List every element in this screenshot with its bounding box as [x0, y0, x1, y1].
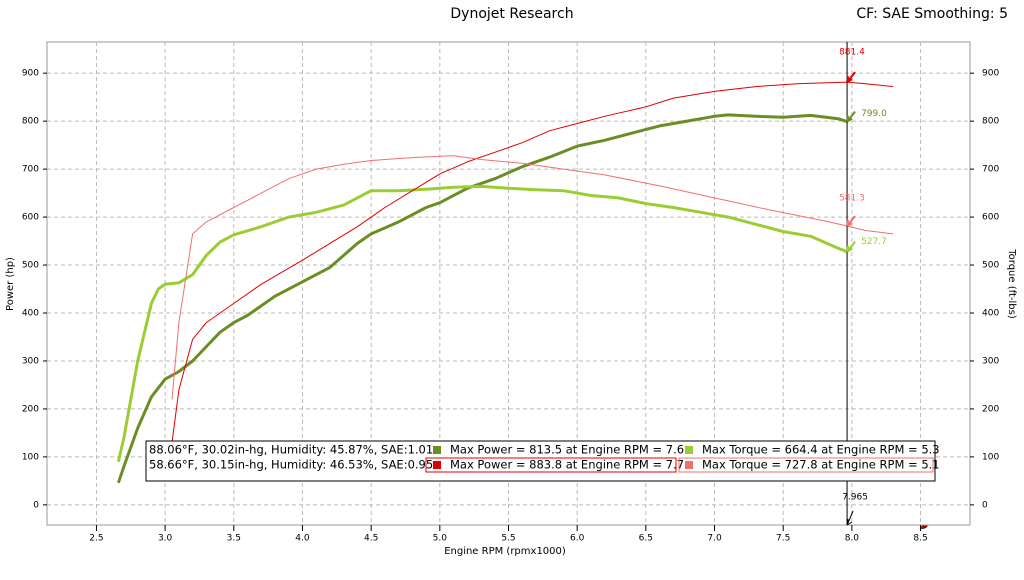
y-tick-label: 300: [22, 356, 39, 366]
y2-tick-label: 700: [982, 165, 999, 175]
cursor-marker: [846, 241, 856, 253]
x-tick-label: 5.0: [433, 534, 448, 544]
cursor-value-label: 581.3: [839, 194, 865, 204]
legend-swatch: [433, 446, 441, 454]
y-tick-label: 100: [22, 452, 39, 462]
series-line: [116, 184, 848, 463]
cursor-x-label: 7.965: [842, 493, 868, 503]
y-tick-label: 200: [22, 404, 39, 414]
x-tick-label: 7.5: [776, 534, 790, 544]
cursor-value-label: 881.4: [839, 48, 865, 58]
legend-torque: Max Torque = 727.8 at Engine RPM = 5.1: [702, 458, 940, 472]
x-axis-label: Engine RPM (rpmx1000): [444, 546, 566, 557]
legend-cell: [678, 457, 934, 473]
y2-tick-label: 900: [982, 69, 999, 79]
x-tick-label: 6.0: [570, 534, 585, 544]
series-line: [171, 155, 894, 400]
cursor-marker: [846, 215, 856, 227]
legend-swatch: [433, 461, 441, 469]
legend-conditions: 58.66°F, 30.15in-hg, Humidity: 46.53%, S…: [149, 458, 433, 472]
legend-box: [145, 440, 936, 482]
x-tick-label: 6.5: [639, 534, 653, 544]
y2-tick-label: 600: [982, 213, 999, 223]
y2-tick-label: 300: [982, 356, 999, 366]
chart-title: Dynojet Research: [450, 6, 573, 22]
y-tick-label: 500: [22, 261, 39, 271]
cursor-arrow: [846, 510, 854, 526]
series-line: [116, 113, 848, 484]
x-tick-label: 3.0: [158, 534, 173, 544]
y-tick-label: 400: [22, 308, 39, 318]
legend-swatch: [685, 446, 693, 454]
legend-swatch: [685, 461, 693, 469]
y-tick-label: 0: [33, 500, 39, 510]
legend-power: Max Power = 883.8 at Engine RPM = 7.7: [450, 458, 684, 472]
x-tick-label: 7.0: [707, 534, 722, 544]
series-line: [171, 81, 894, 443]
x-tick-label: 4.5: [364, 534, 378, 544]
y2-tick-label: 500: [982, 261, 999, 271]
x-tick-label: 2.5: [89, 534, 103, 544]
cursor-marker: [846, 71, 856, 83]
y2-tick-label: 200: [982, 404, 999, 414]
y2-tick-label: 0: [982, 500, 988, 510]
legend-torque: Max Torque = 664.4 at Engine RPM = 5.3: [702, 443, 940, 457]
y-tick-label: 700: [22, 165, 39, 175]
cursor-value-label: 527.7: [861, 237, 887, 247]
y2-tick-label: 100: [982, 452, 999, 462]
y2-tick-label: 400: [982, 308, 999, 318]
header-right: CF: SAE Smoothing: 5: [856, 6, 1008, 22]
y-tick-label: 900: [22, 69, 39, 79]
y-axis-label: Power (hp): [5, 257, 16, 311]
y2-tick-label: 800: [982, 117, 999, 127]
x-tick-label: 3.5: [227, 534, 241, 544]
y2-axis-label: Torque (ft-lbs): [1006, 248, 1017, 319]
y-tick-label: 600: [22, 213, 39, 223]
cursor-value-label: 799.0: [861, 109, 887, 119]
legend-conditions: 88.06°F, 30.02in-hg, Humidity: 45.87%, S…: [149, 443, 433, 457]
x-tick-label: 8.0: [845, 534, 860, 544]
x-tick-label: 4.0: [295, 534, 310, 544]
legend-power: Max Power = 813.5 at Engine RPM = 7.6: [450, 443, 684, 457]
cursor-marker: [846, 110, 856, 123]
legend-cell: [425, 457, 677, 473]
y-tick-label: 800: [22, 117, 39, 127]
x-tick-label: 8.5: [913, 534, 927, 544]
x-tick-label: 5.5: [501, 534, 515, 544]
